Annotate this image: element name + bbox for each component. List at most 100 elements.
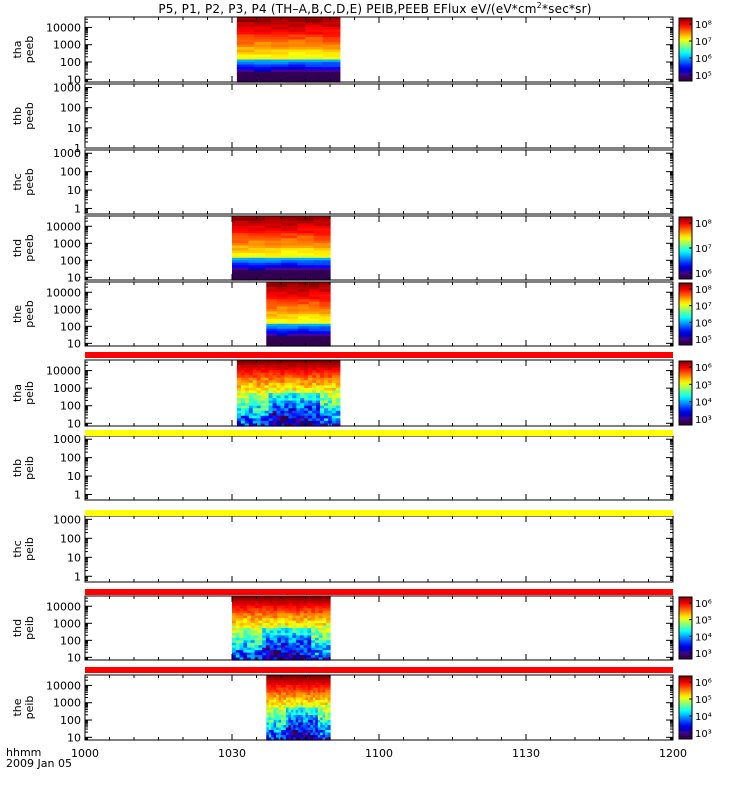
spectrogram-cell <box>287 323 299 327</box>
spectrogram-cell <box>264 216 282 220</box>
spectrogram-cell <box>300 715 304 719</box>
spectrogram-cell <box>287 338 299 342</box>
spectrogram-cell <box>305 57 324 61</box>
spectrogram-cell <box>280 367 285 371</box>
spectrogram-cell <box>276 331 289 335</box>
spectrogram-cell <box>300 692 304 696</box>
spectrogram-cell <box>248 220 266 224</box>
spectrogram-cell <box>285 702 289 706</box>
spectrogram-cell <box>300 737 304 741</box>
spectrogram-cell <box>268 413 274 417</box>
spectrogram-cell <box>310 682 314 686</box>
spectrogram-cell <box>299 610 305 614</box>
spectrogram-cell <box>324 400 329 404</box>
spectrogram-cell <box>292 410 297 414</box>
spectrogram-cell <box>285 715 289 719</box>
spectrogram-cell <box>283 710 287 714</box>
spectrogram-cell <box>236 79 255 83</box>
spectrogram-cell <box>277 620 282 624</box>
spectrogram-cell <box>284 393 289 397</box>
spectrogram-cell <box>272 410 278 414</box>
spectrogram-cell <box>295 732 299 736</box>
spectrogram-cell <box>314 605 320 609</box>
spectrogram-cell <box>314 655 320 659</box>
spectrogram-cell <box>288 717 292 721</box>
spectrogram-cell <box>303 600 308 604</box>
spectrogram-cell <box>307 635 312 639</box>
spectrogram-cell <box>295 690 299 694</box>
spectrogram-cell <box>277 635 282 639</box>
spectrogram-cell <box>288 675 292 679</box>
spectrogram-cell <box>305 725 309 729</box>
spectrogram-cell <box>264 240 282 244</box>
spectrogram-cell <box>322 645 327 649</box>
spectrogram-cell <box>322 632 327 636</box>
spectrogram-cell <box>276 316 289 320</box>
spectrogram-cell <box>313 272 331 276</box>
spectrogram-cell <box>292 387 297 391</box>
spectrogram-cell <box>271 42 289 46</box>
spectrogram-cell <box>300 687 304 691</box>
spectrogram-cell <box>288 24 307 28</box>
spectrogram-cell <box>324 380 329 384</box>
spectrogram-cell <box>335 423 341 427</box>
spectrogram-cell <box>248 223 266 227</box>
spectrogram-cell <box>264 405 270 409</box>
spectrogram-cell <box>315 695 319 699</box>
spectrogram-cell <box>248 415 254 419</box>
spectrogram-cell <box>296 367 301 371</box>
spectrogram-cell <box>232 598 237 602</box>
spectrogram-cell <box>265 603 271 607</box>
spectrogram-cell <box>288 710 292 714</box>
spectrogram-cell <box>320 707 324 711</box>
spectrogram-cell <box>240 365 246 369</box>
spectrogram-cell <box>264 225 282 229</box>
spectrogram-cell <box>276 314 289 318</box>
spectrogram-cell <box>325 727 329 731</box>
spectrogram-cell <box>303 710 307 714</box>
spectrogram-cell <box>316 360 321 364</box>
spectrogram-cell <box>240 367 246 371</box>
spectrogram-cell <box>293 712 297 716</box>
spectrogram-cell <box>272 413 278 417</box>
spectrogram-cell <box>265 615 271 619</box>
spectrogram-cell <box>319 304 331 308</box>
spectrogram-cell <box>254 19 272 23</box>
spectrogram-cell <box>243 635 248 639</box>
spectrogram-cell <box>305 52 324 56</box>
spectrogram-cell <box>310 685 314 689</box>
spectrogram-cell <box>285 732 289 736</box>
spectrogram-cell <box>299 657 305 661</box>
spectrogram-cell <box>244 415 250 419</box>
spectrogram-cell <box>280 372 285 376</box>
spectrogram-cell <box>300 408 305 412</box>
spectrogram-cell <box>271 37 289 41</box>
spectrogram-cell <box>235 635 241 639</box>
spectrogram-cell <box>288 722 292 726</box>
spectrogram-cell <box>292 360 297 364</box>
spectrogram-cell <box>264 360 270 364</box>
spectrogram-cell <box>295 727 299 731</box>
spectrogram-cell <box>268 720 272 724</box>
spectrogram-cell <box>254 625 259 629</box>
spectrogram-cell <box>303 720 307 724</box>
spectrogram-cell <box>296 615 301 619</box>
spectrogram-cell <box>262 598 267 602</box>
spectrogram-cell <box>312 365 317 369</box>
spectrogram-cell <box>320 722 324 726</box>
spectrogram-cell <box>250 657 256 661</box>
spectrogram-cell <box>280 370 285 374</box>
spectrogram-cell <box>281 608 286 612</box>
spectrogram-cell <box>288 49 307 53</box>
spectrogram-cell <box>235 642 241 646</box>
spectrogram-cell <box>292 618 297 622</box>
spectrogram-cell <box>271 59 289 63</box>
spectrogram-cell <box>260 380 266 384</box>
spectrogram-cell <box>236 420 242 424</box>
spectrogram-cell <box>266 717 270 721</box>
spectrogram-cell <box>311 655 316 659</box>
spectrogram-cell <box>300 700 304 704</box>
spectrogram-cell <box>312 707 316 711</box>
spectrogram-cell <box>305 39 324 43</box>
